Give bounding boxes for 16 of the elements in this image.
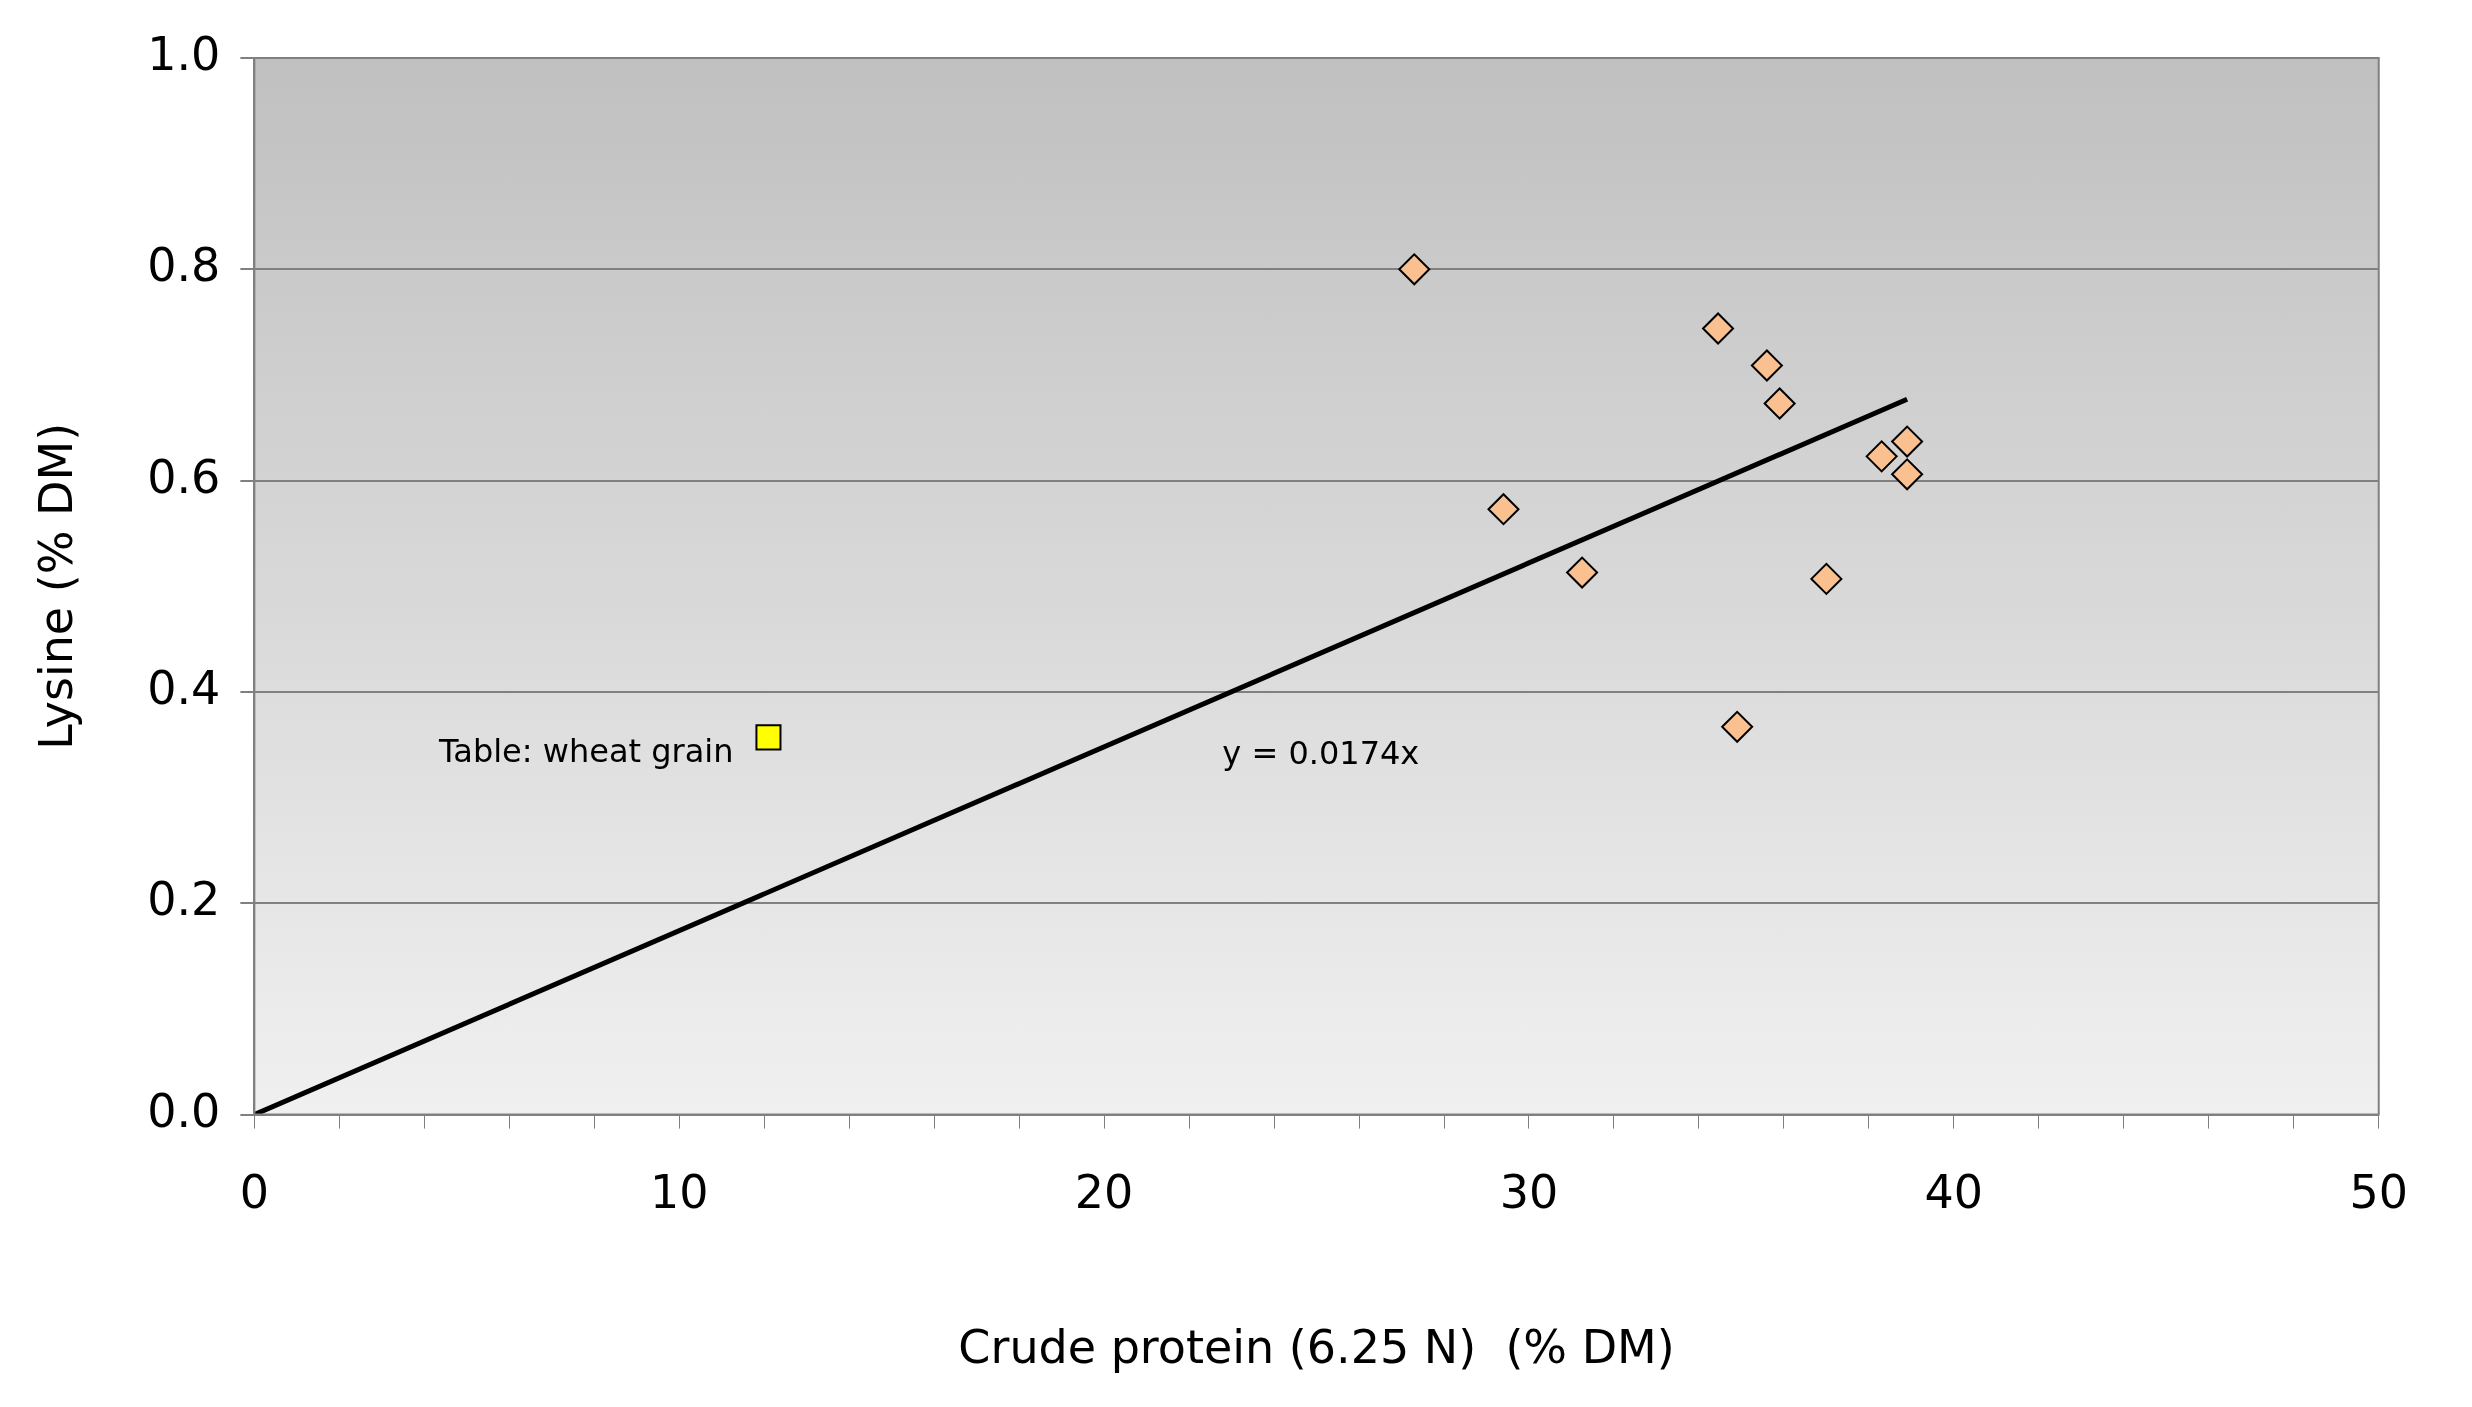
- x-tick-label: 50: [2349, 1165, 2409, 1220]
- x-axis-title: Crude protein (6.25 N) (% DM): [958, 1320, 1675, 1375]
- x-tick-label: 40: [1924, 1165, 1984, 1220]
- annotation: Table: wheat grain: [438, 731, 734, 770]
- x-tick-label: 10: [649, 1165, 709, 1220]
- y-tick-label: 0.8: [147, 238, 221, 293]
- y-tick-label: 0.4: [147, 660, 221, 715]
- x-tick-label: 30: [1499, 1165, 1559, 1220]
- y-tick-label: 0.2: [147, 872, 221, 927]
- x-tick-label: 0: [239, 1165, 269, 1220]
- y-axis-title: Lysine (% DM): [28, 422, 83, 750]
- y-tick-label: 1.0: [147, 26, 221, 81]
- y-tick-label: 0.0: [147, 1083, 221, 1138]
- x-tick-label: 20: [1074, 1165, 1134, 1220]
- annotation: y = 0.0174x: [1222, 733, 1420, 772]
- y-tick-label: 0.6: [147, 449, 221, 504]
